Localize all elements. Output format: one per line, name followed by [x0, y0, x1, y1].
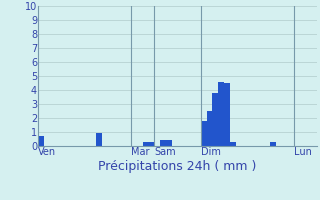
- Bar: [96, 133, 102, 146]
- X-axis label: Précipitations 24h ( mm ): Précipitations 24h ( mm ): [99, 160, 257, 173]
- Bar: [148, 142, 155, 146]
- Bar: [218, 82, 224, 146]
- Bar: [160, 140, 166, 146]
- Bar: [270, 142, 276, 146]
- Bar: [201, 121, 207, 146]
- Bar: [38, 136, 44, 146]
- Bar: [212, 93, 218, 146]
- Bar: [143, 142, 148, 146]
- Bar: [207, 111, 212, 146]
- Bar: [224, 83, 230, 146]
- Bar: [230, 142, 236, 146]
- Bar: [166, 140, 172, 146]
